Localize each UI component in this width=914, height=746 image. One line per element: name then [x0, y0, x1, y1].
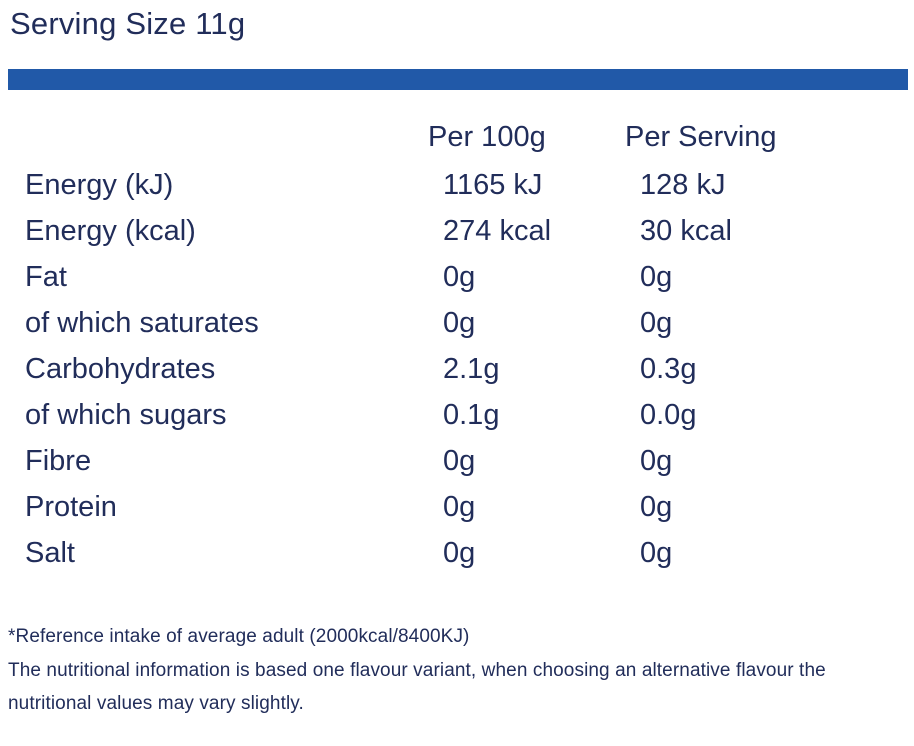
value-per-100g: 0g	[443, 306, 476, 339]
nutrition-table: Per 100g Per Serving Energy (kJ) 1165 kJ…	[0, 112, 914, 576]
accent-divider-bar	[8, 69, 908, 90]
column-header-per-100g: Per 100g	[428, 120, 546, 153]
value-per-serving: 0g	[640, 260, 673, 293]
footnote-flavour-variant: The nutritional information is based one…	[8, 659, 826, 715]
value-per-serving: 0g	[640, 306, 673, 339]
footnotes: *Reference intake of average adult (2000…	[8, 620, 906, 721]
value-per-serving: 0.3g	[640, 352, 697, 385]
value-per-100g: 0g	[443, 260, 476, 293]
table-row: Protein 0g 0g	[0, 484, 914, 530]
nutrient-label: Fibre	[25, 444, 92, 477]
table-row: of which sugars 0.1g 0.0g	[0, 392, 914, 438]
nutrient-label: Salt	[25, 536, 75, 569]
nutrient-label: Energy (kcal)	[25, 214, 196, 247]
nutrient-label: of which sugars	[25, 398, 227, 431]
nutrient-label: Protein	[25, 490, 117, 523]
footnote-reference-intake: *Reference intake of average adult (2000…	[8, 626, 470, 647]
nutrient-label: Carbohydrates	[25, 352, 216, 385]
value-per-serving: 128 kJ	[640, 168, 726, 201]
value-per-100g: 0g	[443, 536, 476, 569]
value-per-100g: 1165 kJ	[443, 168, 543, 201]
table-row: Salt 0g 0g	[0, 530, 914, 576]
table-row: Fat 0g 0g	[0, 254, 914, 300]
column-header-blank	[0, 112, 428, 162]
table-row: Energy (kcal) 274 kcal 30 kcal	[0, 208, 914, 254]
nutrient-label: of which saturates	[25, 306, 259, 339]
nutrient-label: Fat	[25, 260, 67, 293]
value-per-100g: 274 kcal	[443, 214, 552, 247]
value-per-100g: 0.1g	[443, 398, 500, 431]
table-row: of which saturates 0g 0g	[0, 300, 914, 346]
table-header-row: Per 100g Per Serving	[0, 112, 914, 162]
table-row: Carbohydrates 2.1g 0.3g	[0, 346, 914, 392]
value-per-serving: 0.0g	[640, 398, 697, 431]
table-row: Fibre 0g 0g	[0, 438, 914, 484]
page-title: Serving Size 11g	[10, 6, 246, 41]
value-per-serving: 0g	[640, 536, 673, 569]
value-per-serving: 0g	[640, 444, 673, 477]
column-header-per-serving: Per Serving	[625, 120, 777, 153]
value-per-100g: 0g	[443, 444, 476, 477]
value-per-100g: 0g	[443, 490, 476, 523]
value-per-serving: 0g	[640, 490, 673, 523]
table-row: Energy (kJ) 1165 kJ 128 kJ	[0, 162, 914, 208]
value-per-100g: 2.1g	[443, 352, 500, 385]
nutrient-label: Energy (kJ)	[25, 168, 174, 201]
value-per-serving: 30 kcal	[640, 214, 732, 247]
